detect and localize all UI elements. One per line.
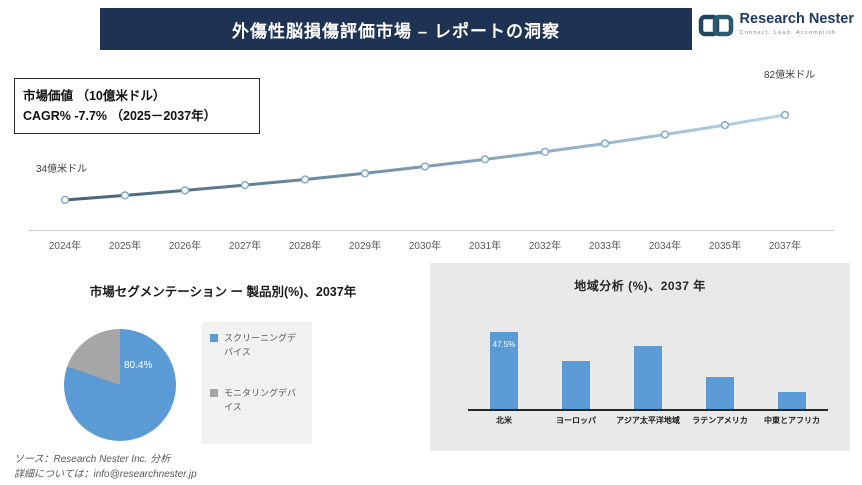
bar: 47.5% [490, 332, 518, 409]
x-axis-label: 2035年 [708, 241, 742, 252]
bar-category-label: ヨーロッパ [556, 416, 596, 425]
data-point-marker [660, 130, 670, 139]
data-point-marker [600, 139, 610, 148]
x-axis-label: 2037年 [768, 241, 802, 252]
logo-chain-icon [698, 14, 733, 37]
legend-item: スクリーニングデバイス [210, 332, 304, 359]
bar-column: 中東とアフリカ [764, 331, 820, 425]
x-axis-label: 2032年 [528, 241, 562, 252]
cagr-label: CAGR% -7.7% （2025－2037年） [23, 109, 217, 123]
data-point-marker [780, 110, 790, 120]
x-axis-label: 2033年 [588, 241, 622, 252]
bar-category-label: 北米 [496, 416, 512, 425]
data-point-marker [360, 169, 370, 178]
x-axis-label: 2034年 [648, 241, 682, 252]
bar [778, 392, 806, 409]
data-point-marker [120, 191, 130, 200]
legend-swatch [210, 389, 218, 397]
x-axis-label: 2027年 [228, 241, 262, 252]
bar-column: ラテンアメリカ [692, 331, 748, 425]
bar-category-label: 中東とアフリカ [764, 416, 820, 425]
x-axis-label: 2030年 [408, 241, 442, 252]
market-value-box: 市場価値 （10億米ドル） CAGR% -7.7% （2025－2037年） [14, 78, 260, 134]
page-title-banner: 外傷性脳損傷評価市場 – レポートの洞察 [100, 8, 692, 50]
line-chart [60, 110, 790, 205]
pie-chart-title: 市場セグメンテーション ー 製品別(%)、2037年 [89, 285, 357, 299]
end-value-label: 82億米ドル [764, 70, 816, 81]
pie-slice-value-label: 80.4% [124, 360, 153, 371]
footer: ソース：Research Nester Inc. 分析 詳細については：info… [14, 452, 197, 482]
legend-label: モニタリングデバイス [224, 388, 297, 412]
x-axis-label: 2029年 [348, 241, 382, 252]
bar [562, 361, 590, 409]
x-axis-label: 2028年 [288, 241, 322, 252]
pie-legend: スクリーニングデバイス モニタリングデバイス [202, 322, 312, 444]
bar [634, 346, 662, 409]
data-point-marker [240, 180, 250, 190]
bar-category-label: アジア太平洋地域 [616, 416, 680, 425]
x-axis-label: 2031年 [468, 241, 502, 252]
logo-text: Research Nester Connect. Lead. Accomplis… [739, 11, 854, 36]
legend-item: モニタリングデバイス [210, 387, 304, 414]
x-axis-label: 2025年 [108, 241, 142, 252]
bar-column: 47.5% 北米 [487, 331, 521, 425]
data-point-marker [180, 186, 190, 195]
bar-chart-panel: 地域分析 (%)、2037 年 47.5% 北米 ヨーロッパ アジア太平洋地域 ラテンア… [430, 263, 850, 451]
page-title: 外傷性脳損傷評価市場 – レポートの洞察 [232, 21, 560, 41]
x-axis-label: 2024年 [48, 241, 82, 252]
market-value-label: 市場価値 （10億米ドル） [23, 89, 166, 103]
data-point-marker [720, 120, 730, 130]
data-point-marker [420, 162, 430, 171]
data-point-marker [540, 147, 550, 156]
legend-swatch [210, 334, 218, 342]
x-axis-labels: 2024年 2025年 2026年 2027年 2028年 2029年 2030年 2031年… [0, 237, 862, 252]
pie-chart [64, 329, 176, 441]
bar-chart: 47.5% 北米 ヨーロッパ アジア太平洋地域 ラテンアメリカ 中東とアフリカ [468, 331, 828, 425]
bar-category-label: ラテンアメリカ [692, 416, 748, 425]
x-axis-line [28, 230, 834, 231]
data-point-marker [60, 195, 70, 205]
data-point-marker [480, 155, 490, 164]
bar-chart-title: 地域分析 (%)、2037 年 [574, 279, 706, 293]
bar-column: アジア太平洋地域 [616, 331, 680, 425]
start-value-label: 34億米ドル [36, 164, 88, 175]
bar-column: ヨーロッパ [556, 331, 596, 425]
x-axis-label: 2026年 [168, 241, 202, 252]
bar-value-label: 47.5% [492, 340, 516, 349]
brand-tagline: Connect. Lead. Accomplish [739, 29, 837, 36]
bar [706, 377, 734, 409]
brand-name: Research Nester [739, 11, 854, 27]
legend-label: スクリーニングデバイス [224, 333, 297, 357]
details-note: 詳細については：info@researchnester.jp [14, 469, 197, 480]
data-point-marker [300, 175, 310, 184]
brand-logo: Research Nester Connect. Lead. Accomplis… [698, 11, 854, 40]
source-note: ソース：Research Nester Inc. 分析 [14, 454, 171, 465]
